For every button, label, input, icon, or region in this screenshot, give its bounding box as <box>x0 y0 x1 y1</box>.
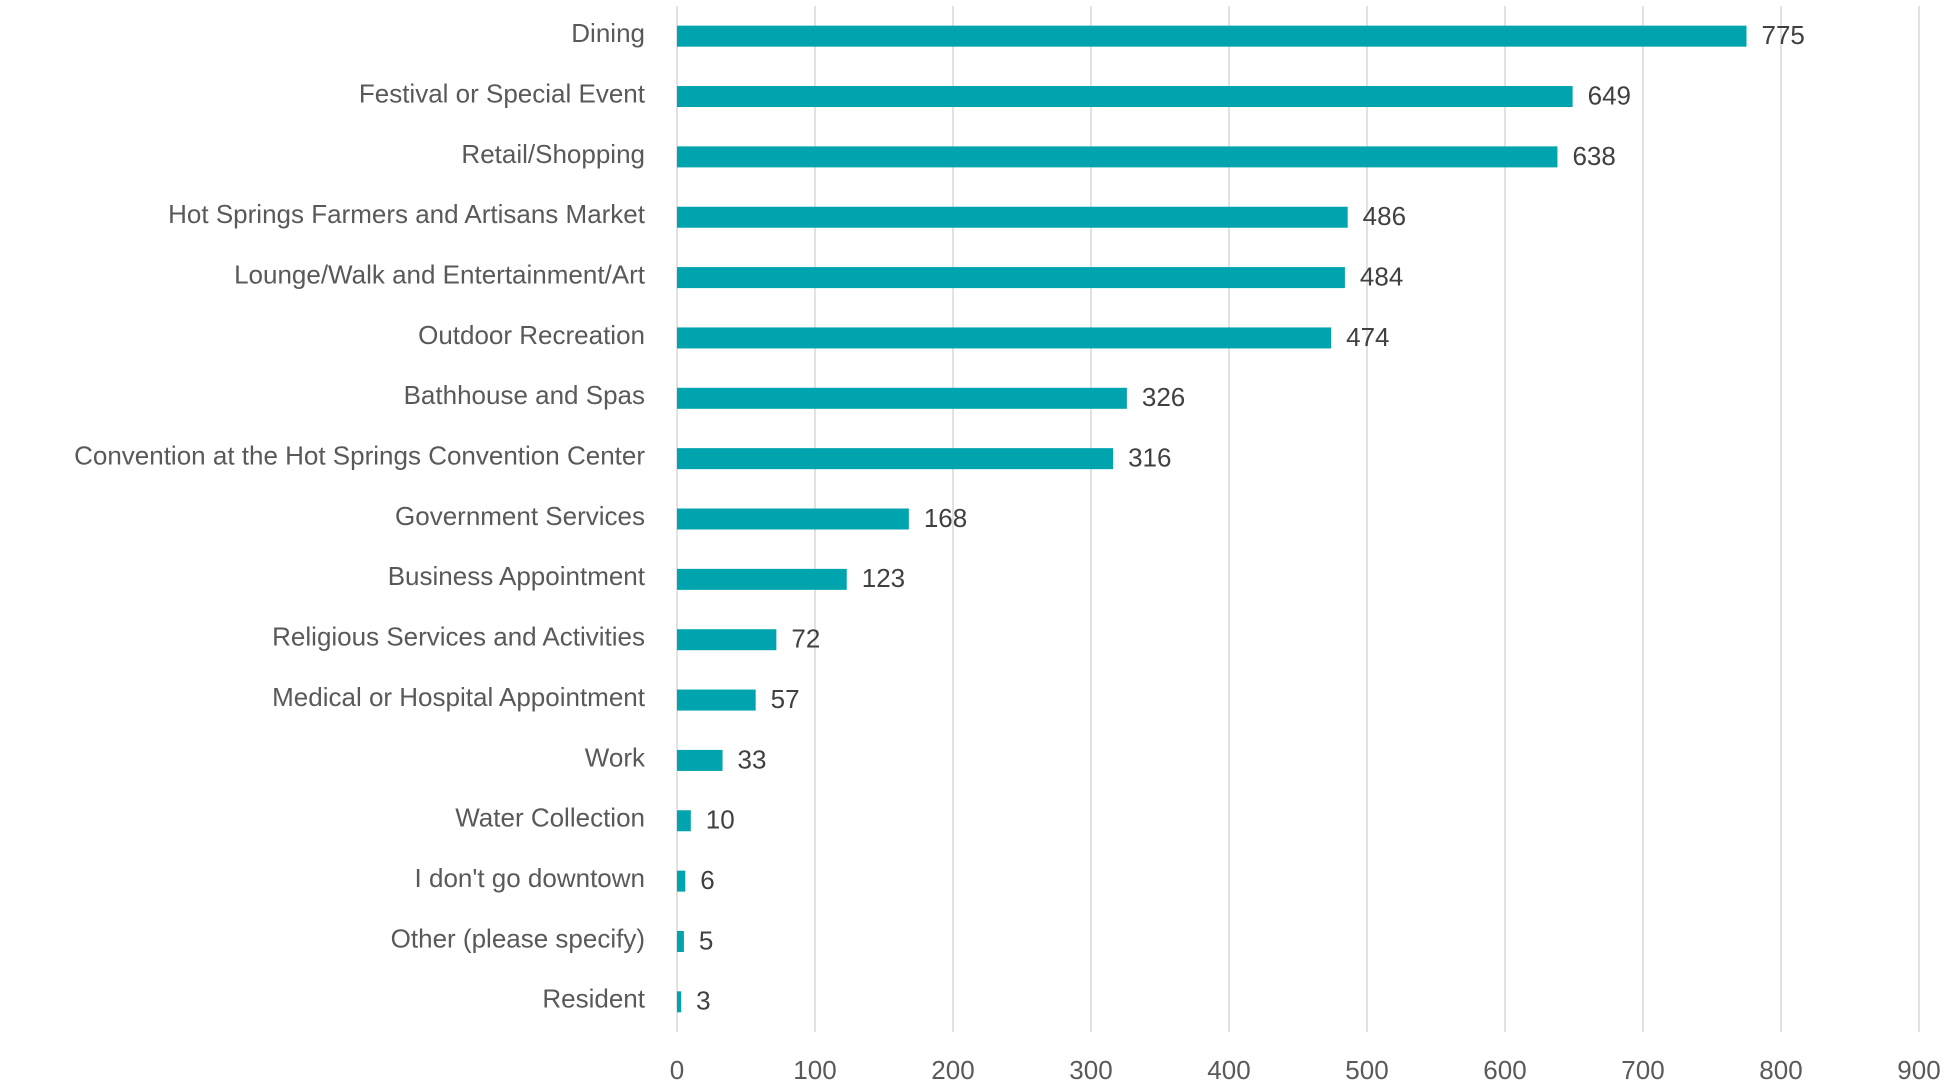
y-tick-label: Hot Springs Farmers and Artisans Market <box>168 199 646 229</box>
y-tick-label: Convention at the Hot Springs Convention… <box>74 441 645 471</box>
y-tick-label: Lounge/Walk and Entertainment/Art <box>234 259 646 289</box>
y-tick-label: Dining <box>571 18 645 48</box>
bar <box>677 267 1345 289</box>
bar <box>677 749 723 771</box>
bar <box>677 327 1332 349</box>
bar <box>677 86 1573 108</box>
x-tick-label: 100 <box>793 1055 836 1081</box>
bar <box>677 689 756 711</box>
x-tick-label: 500 <box>1345 1055 1388 1081</box>
y-tick-label: Bathhouse and Spas <box>404 380 645 410</box>
x-tick-label: 700 <box>1621 1055 1664 1081</box>
data-label: 484 <box>1360 261 1403 291</box>
y-tick-label: Government Services <box>395 501 645 531</box>
y-tick-label: Work <box>585 742 646 772</box>
data-label: 33 <box>738 744 767 774</box>
x-tick-label: 400 <box>1207 1055 1250 1081</box>
bar <box>677 991 682 1013</box>
y-tick-label: Other (please specify) <box>391 923 645 953</box>
bar <box>677 387 1127 409</box>
data-label: 6 <box>700 865 714 895</box>
data-label: 5 <box>699 925 713 955</box>
x-tick-label: 900 <box>1897 1055 1940 1081</box>
bar <box>677 206 1348 228</box>
bar <box>677 629 777 651</box>
x-tick-label: 0 <box>670 1055 684 1081</box>
y-tick-label: Outdoor Recreation <box>418 320 645 350</box>
bar <box>677 508 909 530</box>
y-tick-label: Business Appointment <box>388 561 646 591</box>
y-tick-label: Festival or Special Event <box>359 78 646 108</box>
bar <box>677 870 686 892</box>
y-tick-label: Medical or Hospital Appointment <box>272 682 646 712</box>
x-tick-label: 200 <box>931 1055 974 1081</box>
data-label: 10 <box>706 805 735 835</box>
data-label: 3 <box>696 986 710 1016</box>
x-tick-label: 800 <box>1759 1055 1802 1081</box>
data-label: 123 <box>862 563 905 593</box>
y-tick-label: Water Collection <box>455 803 645 833</box>
y-tick-label: Religious Services and Activities <box>272 622 645 652</box>
y-tick-label: Retail/Shopping <box>461 139 645 169</box>
data-label: 486 <box>1363 201 1406 231</box>
y-tick-label: I don't go downtown <box>415 863 645 893</box>
data-label: 326 <box>1142 382 1185 412</box>
data-label: 72 <box>791 624 820 654</box>
data-label: 57 <box>771 684 800 714</box>
data-label: 638 <box>1572 141 1615 171</box>
data-label: 316 <box>1128 443 1171 473</box>
y-tick-label: Resident <box>542 984 645 1014</box>
bar <box>677 146 1558 168</box>
data-label: 649 <box>1588 80 1631 110</box>
bar <box>677 25 1747 47</box>
bar <box>677 448 1114 470</box>
bar <box>677 568 847 590</box>
data-label: 168 <box>924 503 967 533</box>
x-tick-label: 600 <box>1483 1055 1526 1081</box>
x-tick-label: 300 <box>1069 1055 1112 1081</box>
data-label: 775 <box>1762 20 1805 50</box>
bar <box>677 810 691 832</box>
bar <box>677 930 684 952</box>
data-label: 474 <box>1346 322 1389 352</box>
